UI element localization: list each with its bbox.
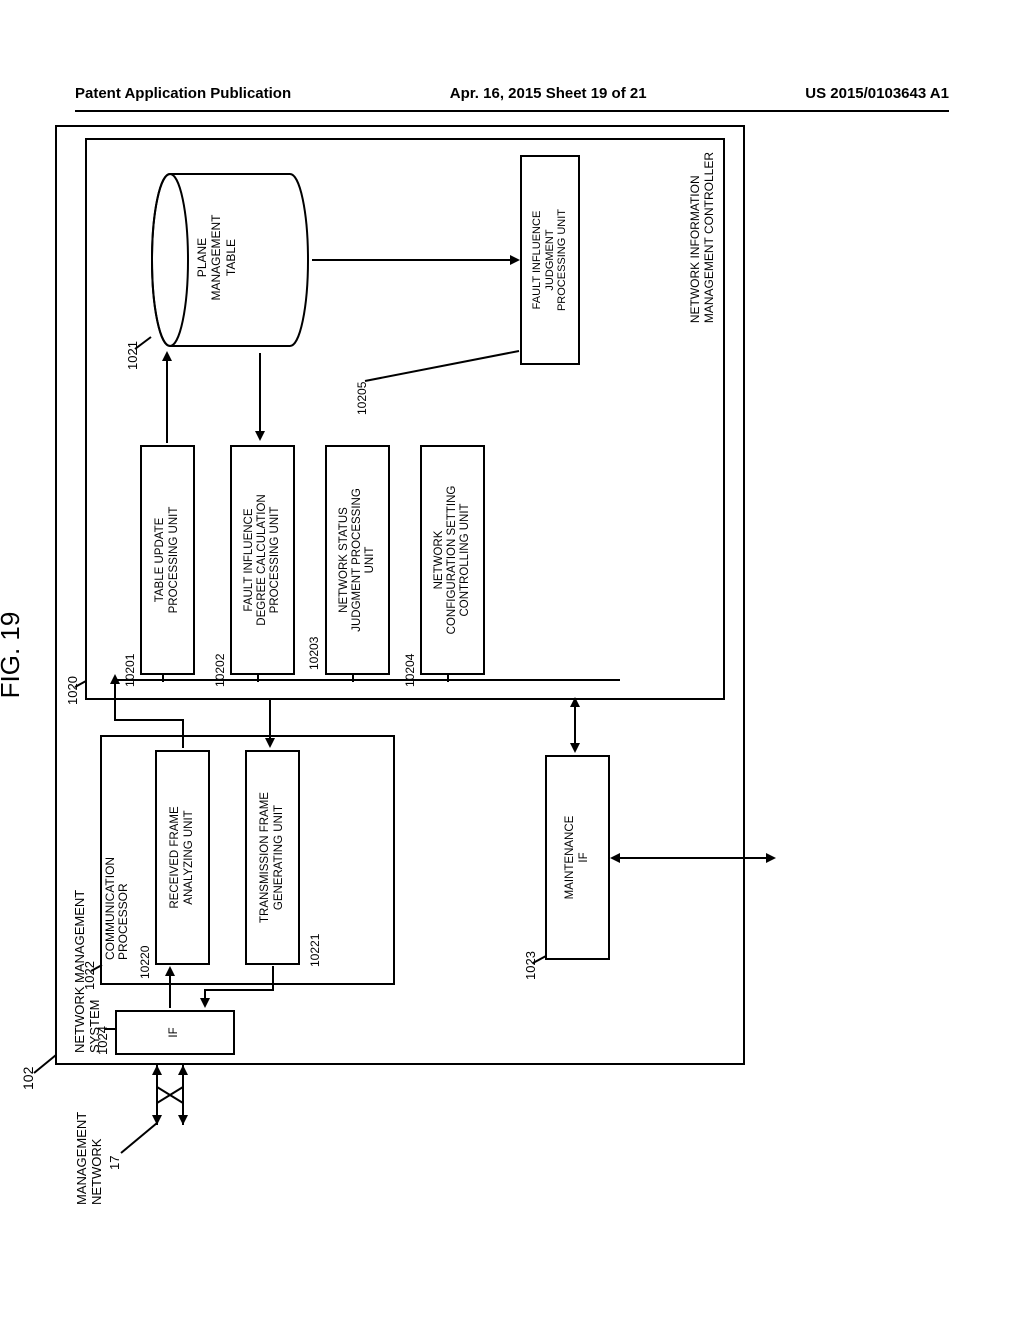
fault-calc-label: FAULT INFLUENCE DEGREE CALCULATION PROCE…: [243, 494, 283, 625]
maint-if-label: MAINTENANCE IF: [564, 816, 590, 900]
page-header: Patent Application Publication Apr. 16, …: [0, 85, 1024, 102]
fault-calc-box: FAULT INFLUENCE DEGREE CALCULATION PROCE…: [230, 445, 295, 675]
stub-2: [255, 670, 261, 682]
stub-3: [350, 670, 356, 682]
figure-19: FIG. 19 MANAGEMENT NETWORK 17 102 NETWOR…: [45, 245, 995, 1065]
maint-if-box: MAINTENANCE IF: [545, 755, 610, 960]
figure-title: FIG. 19: [0, 612, 26, 699]
arrow-db-faultcalc: [250, 345, 270, 445]
arrow-tx-if: [195, 962, 285, 1010]
tx-frame-label: TRANSMISSION FRAME GENERATING UNIT: [259, 792, 285, 923]
arrow-tblupdate-db: [157, 345, 177, 445]
arrow-if-rx: [155, 962, 185, 1010]
header-right: US 2015/0103643 A1: [805, 85, 949, 102]
header-center: Apr. 16, 2015 Sheet 19 of 21: [450, 85, 647, 102]
net-status-ref: 10203: [307, 637, 321, 670]
net-status-box: NETWORK STATUS JUDGMENT PROCESSING UNIT: [325, 445, 390, 675]
arrow-controller-maint: [565, 693, 585, 755]
net-config-box: NETWORK CONFIGURATION SETTING CONTROLLIN…: [420, 445, 485, 675]
stub-1: [160, 670, 166, 682]
rx-frame-ref: 10220: [138, 946, 152, 979]
tbl-update-box: TABLE UPDATE PROCESSING UNIT: [140, 445, 195, 675]
arrow-db-faultjudge: [310, 250, 525, 270]
fault-judge-ref: 10205: [355, 382, 369, 415]
rx-frame-label: RECEIVED FRAME ANALYZING UNIT: [169, 806, 195, 908]
rx-frame-box: RECEIVED FRAME ANALYZING UNIT: [155, 750, 210, 965]
header-rule: [75, 110, 949, 112]
mgmt-network-label: MANAGEMENT NETWORK: [75, 1112, 105, 1205]
net-config-label: NETWORK CONFIGURATION SETTING CONTROLLIN…: [433, 486, 473, 635]
if-box: IF: [115, 1010, 235, 1055]
db-label: PLANE MANAGEMENT TABLE: [195, 185, 238, 330]
controller-left-bus: [110, 670, 630, 690]
if-label: IF: [168, 1027, 181, 1037]
leader-10205: [363, 345, 523, 385]
tx-frame-box: TRANSMISSION FRAME GENERATING UNIT: [245, 750, 300, 965]
fault-judge-box: FAULT INFLUENCE JUDGMENT PROCESSING UNIT: [520, 155, 580, 365]
fault-judge-label: FAULT INFLUENCE JUDGMENT PROCESSING UNIT: [531, 209, 569, 311]
header-left: Patent Application Publication: [75, 85, 291, 102]
arrow-maint-out: [610, 846, 780, 870]
stub-4: [445, 670, 451, 682]
comm-processor-label: COMMUNICATION PROCESSOR: [104, 857, 130, 960]
controller-label: NETWORK INFORMATION MANAGEMENT CONTROLLE…: [689, 152, 717, 323]
net-status-label: NETWORK STATUS JUDGMENT PROCESSING UNIT: [338, 488, 378, 632]
tx-frame-ref: 10221: [308, 934, 322, 967]
arrow-mgmtnet-if: [145, 1055, 205, 1125]
tbl-update-label: TABLE UPDATE PROCESSING UNIT: [154, 507, 180, 614]
arrow-controller-tx: [260, 695, 280, 750]
